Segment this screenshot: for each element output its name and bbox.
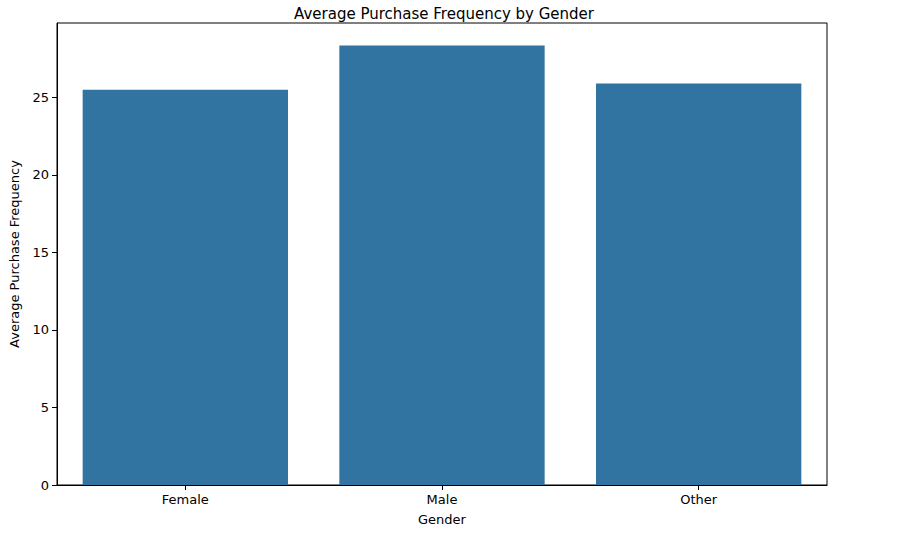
svg-text:0: 0 <box>41 478 49 493</box>
svg-text:Other: Other <box>680 492 718 507</box>
svg-text:Gender: Gender <box>418 512 467 527</box>
svg-text:Male: Male <box>427 492 458 507</box>
svg-text:Average Purchase Frequency: Average Purchase Frequency <box>7 160 22 348</box>
svg-text:10: 10 <box>32 322 49 337</box>
svg-text:Average Purchase Frequency by: Average Purchase Frequency by Gender <box>294 5 595 23</box>
svg-text:Female: Female <box>162 492 209 507</box>
svg-text:20: 20 <box>32 167 49 182</box>
svg-text:15: 15 <box>32 245 49 260</box>
svg-text:25: 25 <box>32 90 49 105</box>
svg-text:5: 5 <box>41 400 49 415</box>
